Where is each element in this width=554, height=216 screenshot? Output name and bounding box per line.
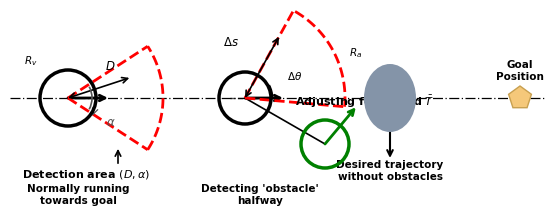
Text: Goal
Position: Goal Position	[496, 60, 544, 82]
Text: $\Delta\theta$: $\Delta\theta$	[287, 70, 302, 82]
Polygon shape	[509, 86, 531, 108]
Text: Adjusting for period $\bar{T}$: Adjusting for period $\bar{T}$	[295, 94, 435, 110]
Text: Detecting 'obstacle'
halfway: Detecting 'obstacle' halfway	[201, 184, 319, 206]
Text: Normally running
towards goal: Normally running towards goal	[27, 184, 129, 206]
Text: $\Delta s$: $\Delta s$	[223, 36, 239, 49]
Text: $D$: $D$	[105, 60, 115, 73]
Text: $R_a$: $R_a$	[349, 46, 362, 60]
Text: $\alpha$: $\alpha$	[106, 116, 116, 129]
Ellipse shape	[364, 64, 416, 132]
Text: Detection area $(D,\alpha)$: Detection area $(D,\alpha)$	[22, 168, 150, 181]
Text: $R_v$: $R_v$	[24, 54, 38, 68]
Text: Desired trajectory
without obstacles: Desired trajectory without obstacles	[336, 160, 444, 182]
